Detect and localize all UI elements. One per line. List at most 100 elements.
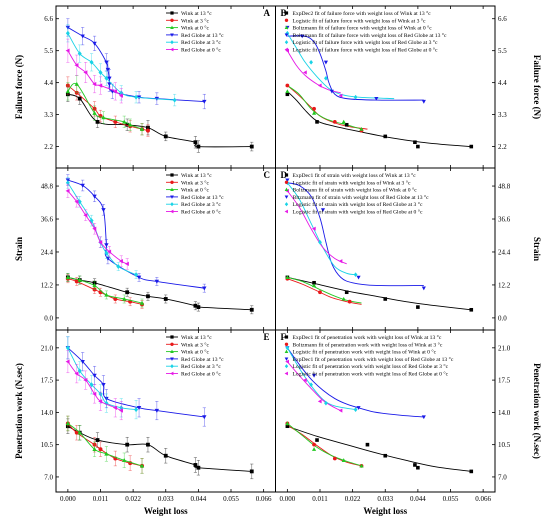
legend-label: Logistic fit of strain with weight loss …	[293, 179, 411, 186]
data-point	[124, 261, 129, 267]
data-point	[341, 119, 346, 124]
data-point	[413, 140, 417, 145]
data-point	[77, 96, 82, 101]
data-point	[315, 120, 319, 124]
legend-label: Logistic fit of strain with weight loss …	[293, 209, 423, 216]
data-point	[383, 134, 388, 139]
legend-marker	[284, 349, 289, 354]
data-point	[311, 283, 317, 288]
x-tick-label: 0.022	[345, 495, 361, 503]
x-tick-label: 0.033	[158, 495, 174, 503]
x-tick-label: 0.066	[256, 495, 272, 503]
legend-marker	[284, 364, 289, 369]
legend-marker	[170, 173, 174, 177]
panel-letter: F	[281, 332, 287, 342]
x-tick-label: 0.044	[191, 495, 207, 503]
x-tick-label: 0.055	[223, 495, 239, 503]
y-axis-title-right: Strain	[532, 237, 542, 261]
y-tick-label-right: 10.5	[498, 441, 511, 449]
data-point	[347, 299, 352, 304]
data-point	[95, 119, 100, 124]
y-tick-label-left: 21.0	[41, 344, 54, 352]
data-point	[413, 463, 417, 467]
data-point	[154, 279, 160, 284]
x-axis-title-right: Weight loss	[363, 506, 407, 516]
legend-marker	[170, 335, 174, 339]
y-tick-label-right: 24.4	[498, 248, 511, 256]
legend-label: Red Globe at 13 °c	[181, 32, 224, 39]
panel-letter: C	[264, 170, 271, 180]
legend-label: Boltzmann fit of strain with weight loss…	[293, 187, 418, 194]
legend-label: Wink at 13 °c	[181, 172, 212, 179]
y-tick-label-left: 17.5	[41, 377, 54, 385]
data-point	[92, 283, 97, 288]
data-point	[139, 463, 145, 468]
panel-letter: A	[264, 8, 271, 18]
legend-marker	[284, 47, 288, 52]
data-point	[285, 424, 290, 429]
legend-marker	[170, 342, 174, 346]
legend-label: Logistic fit of failure force with weigh…	[293, 47, 439, 54]
data-point	[341, 296, 346, 301]
y-tick-label-left: 48.8	[41, 183, 54, 191]
y-tick-label-left: 6.6	[44, 15, 53, 23]
data-point	[421, 99, 426, 104]
data-point	[196, 305, 201, 309]
data-point	[249, 144, 254, 149]
data-point	[421, 415, 426, 420]
data-point	[309, 382, 313, 388]
data-point	[89, 59, 94, 65]
x-tick-label: 0.033	[377, 495, 393, 503]
data-point	[65, 30, 70, 36]
data-point	[469, 307, 474, 312]
data-point	[300, 34, 305, 39]
data-point	[77, 430, 82, 435]
y-tick-label-left: 36.6	[41, 216, 54, 224]
data-point	[74, 279, 79, 284]
data-point	[104, 243, 109, 248]
data-point	[323, 60, 328, 65]
y-tick-label-left: 10.5	[41, 441, 54, 449]
legend-label: Red Globe at 0 °c	[181, 209, 221, 216]
legend-label: Wink at 0 °c	[181, 187, 209, 194]
legend-label: Logistic fit of penetration work with we…	[293, 371, 449, 378]
legend-label: Wink at 3 °c	[181, 17, 209, 24]
data-point	[98, 447, 103, 452]
fit-curve	[287, 424, 362, 467]
data-point	[118, 408, 123, 413]
data-point	[285, 421, 290, 426]
x-tick-label: 0.011	[93, 495, 109, 503]
data-point	[311, 447, 317, 451]
data-point	[98, 83, 103, 88]
data-point	[104, 451, 109, 456]
data-point	[92, 391, 97, 397]
y-tick-label-left: 24.4	[41, 248, 54, 256]
legend-marker	[284, 25, 289, 30]
data-point	[318, 290, 322, 295]
panel-f: F ExpDec1 fit of penetration work with we…	[281, 330, 484, 492]
legend: ExpDec1 fit of penetration work with wei…	[284, 334, 454, 378]
data-point	[92, 41, 97, 46]
data-point	[92, 226, 97, 231]
data-point	[145, 128, 150, 133]
data-point	[353, 272, 358, 278]
legend-label: Red Globe at 13 °c	[181, 194, 224, 201]
data-point	[338, 408, 343, 413]
fit-curve	[287, 425, 472, 472]
data-point	[303, 70, 307, 75]
legend-marker	[170, 349, 174, 354]
legend-label: Wink at 3 °c	[181, 179, 209, 186]
x-tick-label: 0.066	[475, 495, 491, 503]
data-point	[77, 368, 82, 374]
data-point	[92, 194, 97, 199]
legend-label: Red Globe at 0 °c	[181, 371, 221, 378]
data-point	[416, 305, 420, 309]
data-point	[77, 277, 82, 282]
data-point	[317, 399, 322, 404]
data-point	[146, 294, 150, 299]
series-line	[67, 82, 143, 130]
data-point	[136, 275, 142, 280]
x-axis-title-left: Weight loss	[144, 506, 188, 516]
